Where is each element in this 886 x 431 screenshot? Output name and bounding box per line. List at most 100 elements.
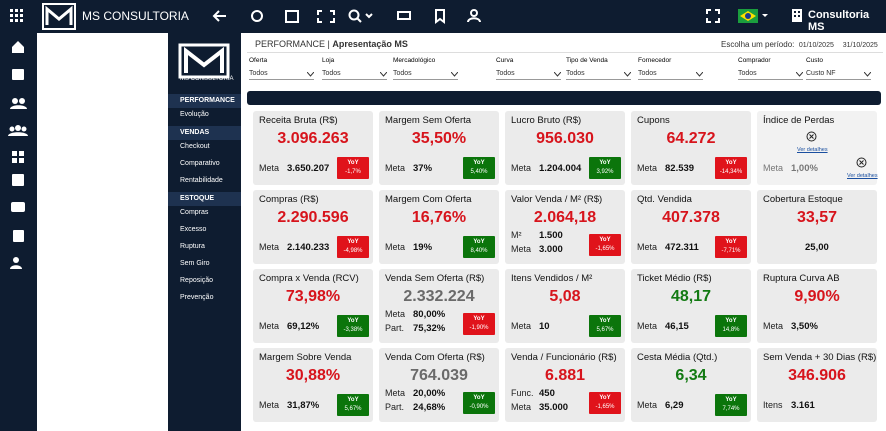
user-name[interactable]: Consultoria MS	[808, 9, 870, 33]
yoy-label: YoY	[725, 318, 737, 324]
yoy-label: YoY	[725, 239, 737, 245]
filter-select[interactable]: Todos	[638, 70, 703, 80]
details-text[interactable]: Ver detalhes	[847, 173, 878, 179]
card-value: 956.030	[536, 130, 594, 147]
nav-item[interactable]: Excesso	[180, 226, 207, 233]
yoy-badge: YoY 5,40%	[463, 157, 495, 179]
separator: |	[327, 39, 330, 49]
card-value: 346.906	[788, 367, 846, 384]
dropdown-arrow	[796, 72, 803, 77]
section: PERFORMANCE	[255, 39, 326, 49]
yoy-value: 14,8%	[722, 327, 740, 333]
yoy-label: YoY	[725, 397, 737, 403]
kpi-card[interactable]: Venda / Funcionário (R$) 6.881 Func. 450 Met…	[505, 348, 625, 422]
kpi-card[interactable]: Venda Sem Oferta (R$) 2.332.224 Meta 80,00%…	[379, 269, 499, 343]
line-value: 1.204.004	[539, 163, 582, 174]
nav-section[interactable]: VENDAS	[168, 126, 241, 140]
filter-select[interactable]: Todos	[249, 70, 314, 80]
card-value: 6.881	[544, 367, 586, 384]
card-value: 2.064,18	[533, 209, 597, 226]
nav-item[interactable]: Reposição	[180, 277, 214, 284]
yoy-value: -14,34%	[719, 169, 743, 175]
card-title: Margem Com Oferta	[385, 194, 472, 205]
line-value: 24,68%	[413, 402, 446, 413]
kpi-card[interactable]: Qtd. Vendida 407.378 Meta 472.311 YoY -7,71%	[631, 190, 751, 264]
kpi-card[interactable]: Valor Venda / M² (R$) 2.064,18 M² 1.500 Meta…	[505, 190, 625, 264]
card-title: Receita Bruta (R$)	[259, 115, 338, 126]
line-label: Meta	[385, 163, 406, 173]
kpi-card[interactable]: Cesta Média (Qtd.) 6,34 Meta 6,29 YoY 7,74%	[631, 348, 751, 422]
nav-item[interactable]: Ruptura	[180, 243, 205, 250]
yoy-value: -1,65%	[595, 404, 615, 410]
kpi-card[interactable]: Sem Venda + 30 Dias (R$) 346.906 Itens 3.16…	[757, 348, 877, 422]
card-value: 407.378	[662, 209, 720, 226]
nav-item[interactable]: Evolução	[180, 111, 209, 118]
details-link[interactable]: Ver detalhes	[797, 129, 828, 153]
kpi-card[interactable]: Índice de Perdas Meta 1,00% Ver detalhes Ver…	[757, 111, 878, 185]
nav-section[interactable]: PERFORMANCE	[168, 94, 241, 108]
details-link[interactable]: Ver detalhes	[847, 155, 878, 179]
language-flag[interactable]	[738, 9, 770, 23]
icon-sidebar	[0, 33, 37, 431]
close-icon[interactable]	[806, 131, 817, 142]
yoy-badge: YoY 5,67%	[337, 394, 369, 416]
period-start[interactable]: 01/10/2025	[798, 42, 834, 49]
card-value: 30,88%	[285, 367, 341, 384]
line-value: 3.650.207	[287, 163, 330, 174]
dropdown-arrow	[380, 72, 387, 77]
period: Escolha um período: 01/10/2025 31/10/202…	[721, 40, 878, 49]
filter-select[interactable]: Todos	[496, 70, 561, 80]
toolbar[interactable]	[212, 8, 492, 24]
apps-icon[interactable]	[10, 9, 24, 23]
card-title: Lucro Bruto (R$)	[511, 115, 582, 126]
yoy-value: 3,92%	[596, 169, 614, 175]
kpi-card[interactable]: Compra x Venda (RCV) 73,98% Meta 69,12% YoY -…	[253, 269, 373, 343]
nav-section[interactable]: ESTOQUE	[168, 192, 241, 206]
kpi-card[interactable]: Cobertura Estoque 33,57 25,00	[757, 190, 877, 264]
kpi-card[interactable]: Receita Bruta (R$) 3.096.263 Meta 3.650.207…	[253, 111, 373, 185]
yoy-value: -1,65%	[595, 246, 615, 252]
kpi-card[interactable]: Compras (R$) 2.290.596 Meta 2.140.233 YoY -4,…	[253, 190, 373, 264]
breadcrumb: PERFORMANCE | Apresentação MS	[255, 39, 408, 49]
kpi-card[interactable]: Margem Sobre Venda 30,88% Meta 31,87% YoY 5,6…	[253, 348, 373, 422]
yoy-value: -4,98%	[343, 248, 363, 254]
yoy-label: YoY	[473, 160, 485, 166]
nav-item[interactable]: Comparativo	[180, 160, 220, 167]
kpi-card[interactable]: Ruptura Curva AB 9,90% Meta 3,50%	[757, 269, 877, 343]
line-value: 10	[539, 321, 550, 332]
kpi-card[interactable]: Lucro Bruto (R$) 956.030 Meta 1.204.004 YoY 3…	[505, 111, 625, 185]
line-value: 6,29	[665, 400, 684, 411]
fullscreen-icon[interactable]	[706, 9, 720, 23]
period-end[interactable]: 31/10/2025	[842, 42, 878, 49]
filter-select[interactable]: Todos	[322, 70, 387, 80]
filter-label: Fornecedor	[638, 57, 672, 64]
sidebar-icons[interactable]	[0, 33, 37, 293]
card-value: 764.039	[410, 367, 468, 384]
nav-item[interactable]: Sem Giro	[180, 260, 210, 267]
nav-item[interactable]: Rentabilidade	[180, 177, 223, 184]
yoy-value: -1,90%	[469, 325, 489, 331]
nav-item[interactable]: Compras	[180, 209, 209, 216]
filter-select[interactable]: Todos	[566, 70, 631, 80]
kpi-card[interactable]: Itens Vendidos / M² 5,08 Meta 10 YoY 5,67%	[505, 269, 625, 343]
card-title: Compras (R$)	[259, 194, 319, 205]
dropdown-arrow	[307, 72, 314, 77]
divider	[247, 52, 883, 53]
nav-item[interactable]: Checkout	[180, 143, 210, 150]
kpi-card[interactable]: Margem Com Oferta 16,76% Meta 19% YoY 8,40%	[379, 190, 499, 264]
nav-item[interactable]: Prevenção	[180, 294, 214, 301]
card-value: 16,76%	[411, 209, 467, 226]
close-icon[interactable]	[856, 157, 867, 168]
kpi-card[interactable]: Venda Com Oferta (R$) 764.039 Meta 20,00% Pa…	[379, 348, 499, 422]
filter-select[interactable]: Custo NF	[806, 70, 871, 80]
filter-select[interactable]: Todos	[393, 70, 458, 80]
details-text[interactable]: Ver detalhes	[797, 147, 828, 153]
filter-select[interactable]: Todos	[738, 70, 803, 80]
line-value: 35.000	[539, 402, 569, 413]
kpi-card[interactable]: Ticket Médio (R$) 48,17 Meta 46,15 YoY 14,8%	[631, 269, 751, 343]
yoy-value: -0,90%	[469, 404, 489, 410]
kpi-card[interactable]: Cupons 64.272 Meta 82.539 YoY -14,34%	[631, 111, 751, 185]
kpi-card[interactable]: Margem Sem Oferta 35,50% Meta 37% YoY 5,40%	[379, 111, 499, 185]
card-title: Sem Venda + 30 Dias (R$)	[763, 352, 877, 363]
filter-label: Loja	[322, 57, 335, 64]
